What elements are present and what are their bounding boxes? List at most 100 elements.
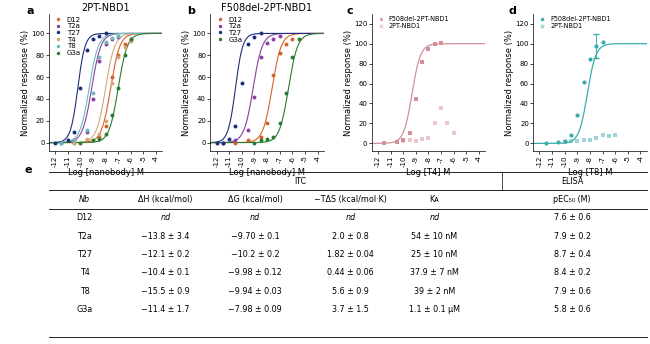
Point: [56, 140, 66, 146]
Point: [113, 33, 124, 38]
Point: [572, 139, 582, 144]
Point: [281, 91, 291, 96]
Point: [268, 72, 279, 78]
Point: [100, 31, 110, 36]
Y-axis label: Normalized response (%): Normalized response (%): [344, 30, 352, 136]
Point: [262, 137, 272, 142]
Point: [436, 106, 447, 111]
X-axis label: Log [T8] M: Log [T8] M: [567, 169, 612, 178]
Text: −13.8 ± 3.4: −13.8 ± 3.4: [141, 232, 190, 241]
Point: [94, 131, 105, 137]
Text: c: c: [346, 6, 353, 15]
Point: [566, 139, 576, 144]
Point: [107, 36, 117, 42]
Text: T4: T4: [80, 268, 90, 277]
Title: 2PT-NBD1: 2PT-NBD1: [81, 3, 130, 13]
Point: [578, 79, 589, 84]
Text: 39 ± 2 nM: 39 ± 2 nM: [414, 287, 455, 296]
Text: Kᴀ: Kᴀ: [430, 195, 439, 204]
Point: [404, 138, 415, 143]
Point: [293, 36, 304, 42]
Text: 7.9 ± 0.2: 7.9 ± 0.2: [554, 232, 590, 241]
Point: [268, 135, 279, 140]
Point: [88, 36, 98, 42]
Point: [287, 55, 298, 60]
Point: [436, 40, 447, 45]
Point: [268, 36, 279, 42]
Point: [417, 59, 427, 64]
Text: nd: nd: [161, 213, 170, 222]
Text: 7.9 ± 0.6: 7.9 ± 0.6: [554, 287, 590, 296]
Point: [100, 131, 110, 137]
Point: [218, 140, 228, 146]
Y-axis label: Normalized response (%): Normalized response (%): [21, 30, 30, 136]
Text: 1.1 ± 0.1 μM: 1.1 ± 0.1 μM: [409, 305, 460, 314]
Point: [107, 80, 117, 85]
Point: [94, 33, 105, 38]
Text: −TΔS (kcal/mol·K): −TΔS (kcal/mol·K): [315, 195, 387, 204]
Point: [107, 35, 117, 41]
Point: [230, 140, 240, 146]
Point: [50, 140, 60, 146]
Point: [69, 140, 79, 146]
Point: [430, 41, 440, 46]
Text: 2.0 ± 0.8: 2.0 ± 0.8: [332, 232, 369, 241]
Point: [100, 118, 110, 123]
Y-axis label: Normalized response (%): Normalized response (%): [505, 30, 514, 136]
X-axis label: Log [T4] M: Log [T4] M: [406, 169, 450, 178]
Text: ELISA: ELISA: [561, 177, 583, 186]
Text: 8.4 ± 0.2: 8.4 ± 0.2: [554, 268, 590, 277]
Point: [591, 136, 601, 141]
Point: [218, 140, 228, 146]
Text: T8: T8: [80, 287, 90, 296]
Point: [430, 121, 440, 126]
Point: [274, 50, 285, 56]
Point: [423, 46, 434, 51]
Text: −9.70 ± 0.1: −9.70 ± 0.1: [231, 232, 280, 241]
Text: pEC₅₀ (M): pEC₅₀ (M): [553, 195, 591, 204]
Point: [81, 137, 92, 142]
Point: [560, 140, 570, 145]
Text: nd: nd: [346, 213, 356, 222]
Point: [81, 129, 92, 135]
Point: [81, 47, 92, 53]
Point: [243, 42, 254, 47]
Text: T2a: T2a: [77, 232, 92, 241]
Point: [230, 123, 240, 129]
Y-axis label: Normalized response (%): Normalized response (%): [182, 30, 191, 136]
Point: [107, 74, 117, 80]
Point: [88, 91, 98, 96]
Point: [243, 127, 254, 132]
Point: [75, 140, 86, 146]
Point: [56, 140, 66, 146]
Point: [398, 138, 408, 143]
Text: 54 ± 10 nM: 54 ± 10 nM: [411, 232, 458, 241]
Point: [566, 133, 576, 138]
Point: [120, 42, 130, 47]
Point: [120, 44, 130, 49]
Point: [553, 140, 564, 145]
Text: T27: T27: [77, 250, 92, 259]
Point: [249, 34, 259, 40]
Text: ΔH (kcal/mol): ΔH (kcal/mol): [138, 195, 192, 204]
Point: [249, 140, 259, 146]
Point: [94, 55, 105, 60]
Point: [262, 41, 272, 46]
Text: −11.4 ± 1.7: −11.4 ± 1.7: [141, 305, 190, 314]
Title: F508del-2PT-NBD1: F508del-2PT-NBD1: [222, 3, 313, 13]
Point: [585, 56, 595, 61]
Point: [62, 138, 73, 143]
Text: D12: D12: [77, 213, 93, 222]
Text: −15.5 ± 0.9: −15.5 ± 0.9: [141, 287, 190, 296]
Point: [69, 129, 79, 135]
Point: [417, 137, 427, 142]
Point: [398, 139, 408, 144]
Text: 7.6 ± 0.6: 7.6 ± 0.6: [554, 213, 590, 222]
Text: 3.7 ± 1.5: 3.7 ± 1.5: [332, 305, 369, 314]
Text: 37.9 ± 7 nM: 37.9 ± 7 nM: [410, 268, 459, 277]
Point: [113, 53, 124, 58]
Text: Nb: Nb: [79, 195, 90, 204]
Point: [610, 133, 620, 138]
Point: [262, 120, 272, 126]
Text: 5.6 ± 0.9: 5.6 ± 0.9: [332, 287, 369, 296]
